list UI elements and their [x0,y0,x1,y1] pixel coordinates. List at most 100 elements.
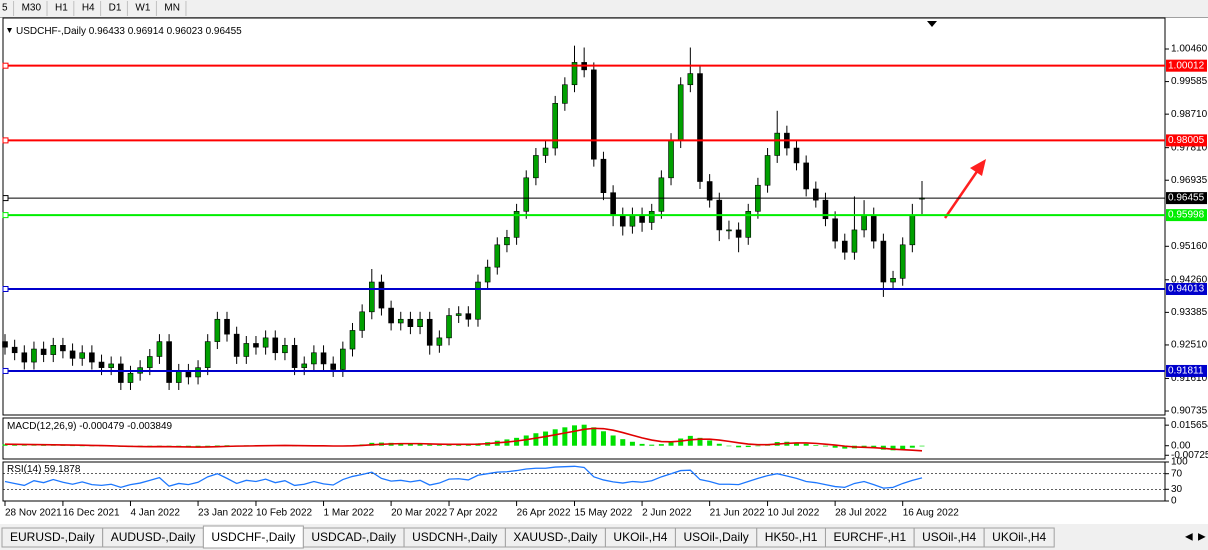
candle-body [60,345,66,352]
tab[interactable]: UKOil-,H4 [604,527,676,548]
macd-bar [224,445,230,446]
level-label: 0.95998 [1168,210,1205,221]
x-tick-label: 2 Jun 2022 [642,508,692,519]
tab-scroll-left[interactable]: ◀ [1185,532,1193,543]
candle-body [455,313,462,316]
macd-bar [639,443,645,446]
y-tick-label: 0.94260 [1171,274,1208,285]
candle-body [98,361,105,368]
candle-body [513,211,520,238]
macd-bar [919,445,925,447]
candle-body [774,132,781,156]
rsi-header: RSI(14) 59.1878 [7,464,81,475]
tab[interactable]: USOil-,Daily [674,527,758,548]
candle-body [11,346,18,354]
tab[interactable]: EURUSD-,Daily [1,527,104,548]
candle-body [224,318,230,335]
macd-bar [813,445,819,446]
candle-body [668,140,674,179]
candle-body [282,345,288,354]
x-tick-label: 4 Jan 2022 [130,508,180,519]
tab[interactable]: XAUUSD-,Daily [504,527,606,548]
tab-label: USOil-,H4 [922,530,976,544]
tab-label: EURUSD-,Daily [10,530,95,544]
candle-body [600,158,607,193]
candle-body [79,352,86,359]
tab[interactable]: USDCHF-,Daily [202,525,304,549]
macd-bar [600,431,606,446]
timeframe-button[interactable]: H1 [55,3,68,14]
tab[interactable]: USDCNH-,Daily [403,527,506,548]
candle-body [262,337,269,348]
timeframe-button[interactable]: W1 [135,3,150,14]
macd-bar [562,427,568,446]
candle-body [870,214,877,242]
candle-body [166,341,172,383]
y-tick-label: 0 [1171,496,1177,507]
macd-bar [620,439,626,446]
tab[interactable]: UKOil-,H4 [983,527,1055,548]
chart-header: USDCHF-,Daily 0.96433 0.96914 0.96023 0.… [16,26,242,37]
candle-body [446,315,452,339]
macd-bar [610,435,616,446]
candle-body [619,214,626,227]
macd-bar [745,445,751,448]
tab[interactable]: USDCAD-,Daily [302,527,405,548]
tab[interactable]: HK50-,H1 [756,527,826,548]
macd-header: MACD(12,26,9) -0.000479 -0.003849 [7,421,173,432]
candle-body [822,199,829,220]
tab[interactable]: EURCHF-,H1 [824,527,915,548]
candle-body [851,229,858,253]
last-close: 0.96455 [206,26,243,37]
tab-scroll-right[interactable]: ▶ [1198,532,1206,543]
timeframe-button[interactable]: M30 [22,3,42,14]
y-tick-label: 0.90735 [1171,406,1208,417]
candle-body [397,318,404,324]
candle-body [417,318,423,328]
tab-background [983,527,1055,548]
macd-bar [649,444,655,446]
level-label: 0.98005 [1168,135,1205,146]
macd-bar [552,429,558,446]
candle-body [735,229,742,238]
candle-body [2,341,8,348]
candle-body [793,147,800,164]
level-label: 0.91811 [1168,366,1204,377]
macd-bar [658,444,664,446]
tab-label: USOil-,Daily [683,530,748,544]
macd-bar [2,444,8,446]
tab-label: EURCHF-,H1 [833,530,906,544]
y-tick-label: 100 [1171,457,1188,468]
candle-body [330,363,336,370]
candle-body [832,218,838,242]
y-tick-label: 0.91610 [1171,373,1208,384]
current-price-box [1166,192,1207,205]
level-handle [2,212,9,219]
macd-bar [591,427,597,446]
candle-body [146,356,153,368]
y-tick-label: 1.00460 [1171,44,1208,55]
macd-bar [842,445,848,449]
level-label: 1.00012 [1168,60,1205,71]
timeframe-button[interactable]: MN [164,3,180,14]
macd-bar [572,425,578,446]
signal-last: -0.003849 [127,421,172,432]
macd-bar [794,442,800,446]
x-tick-label: 1 Mar 2022 [324,508,375,519]
candle-body [253,343,259,348]
timeframe-button[interactable]: 5 [2,3,8,14]
candle-body [909,214,916,246]
tab[interactable]: USOil-,H4 [913,527,985,548]
macd-bar [890,445,896,451]
tab[interactable]: AUDUSD-,Daily [102,527,204,548]
symbol-title: USDCHF-,Daily [16,26,86,37]
y-tick-label: -0.007259 [1171,450,1208,461]
x-tick-label: 7 Apr 2022 [449,508,498,519]
timeframe-button[interactable]: H4 [82,3,95,14]
signal-line [4,427,923,452]
level-handle [2,367,9,374]
macd-bar [417,443,423,446]
timeframe-button[interactable]: D1 [109,3,122,14]
candle-body [359,311,365,331]
